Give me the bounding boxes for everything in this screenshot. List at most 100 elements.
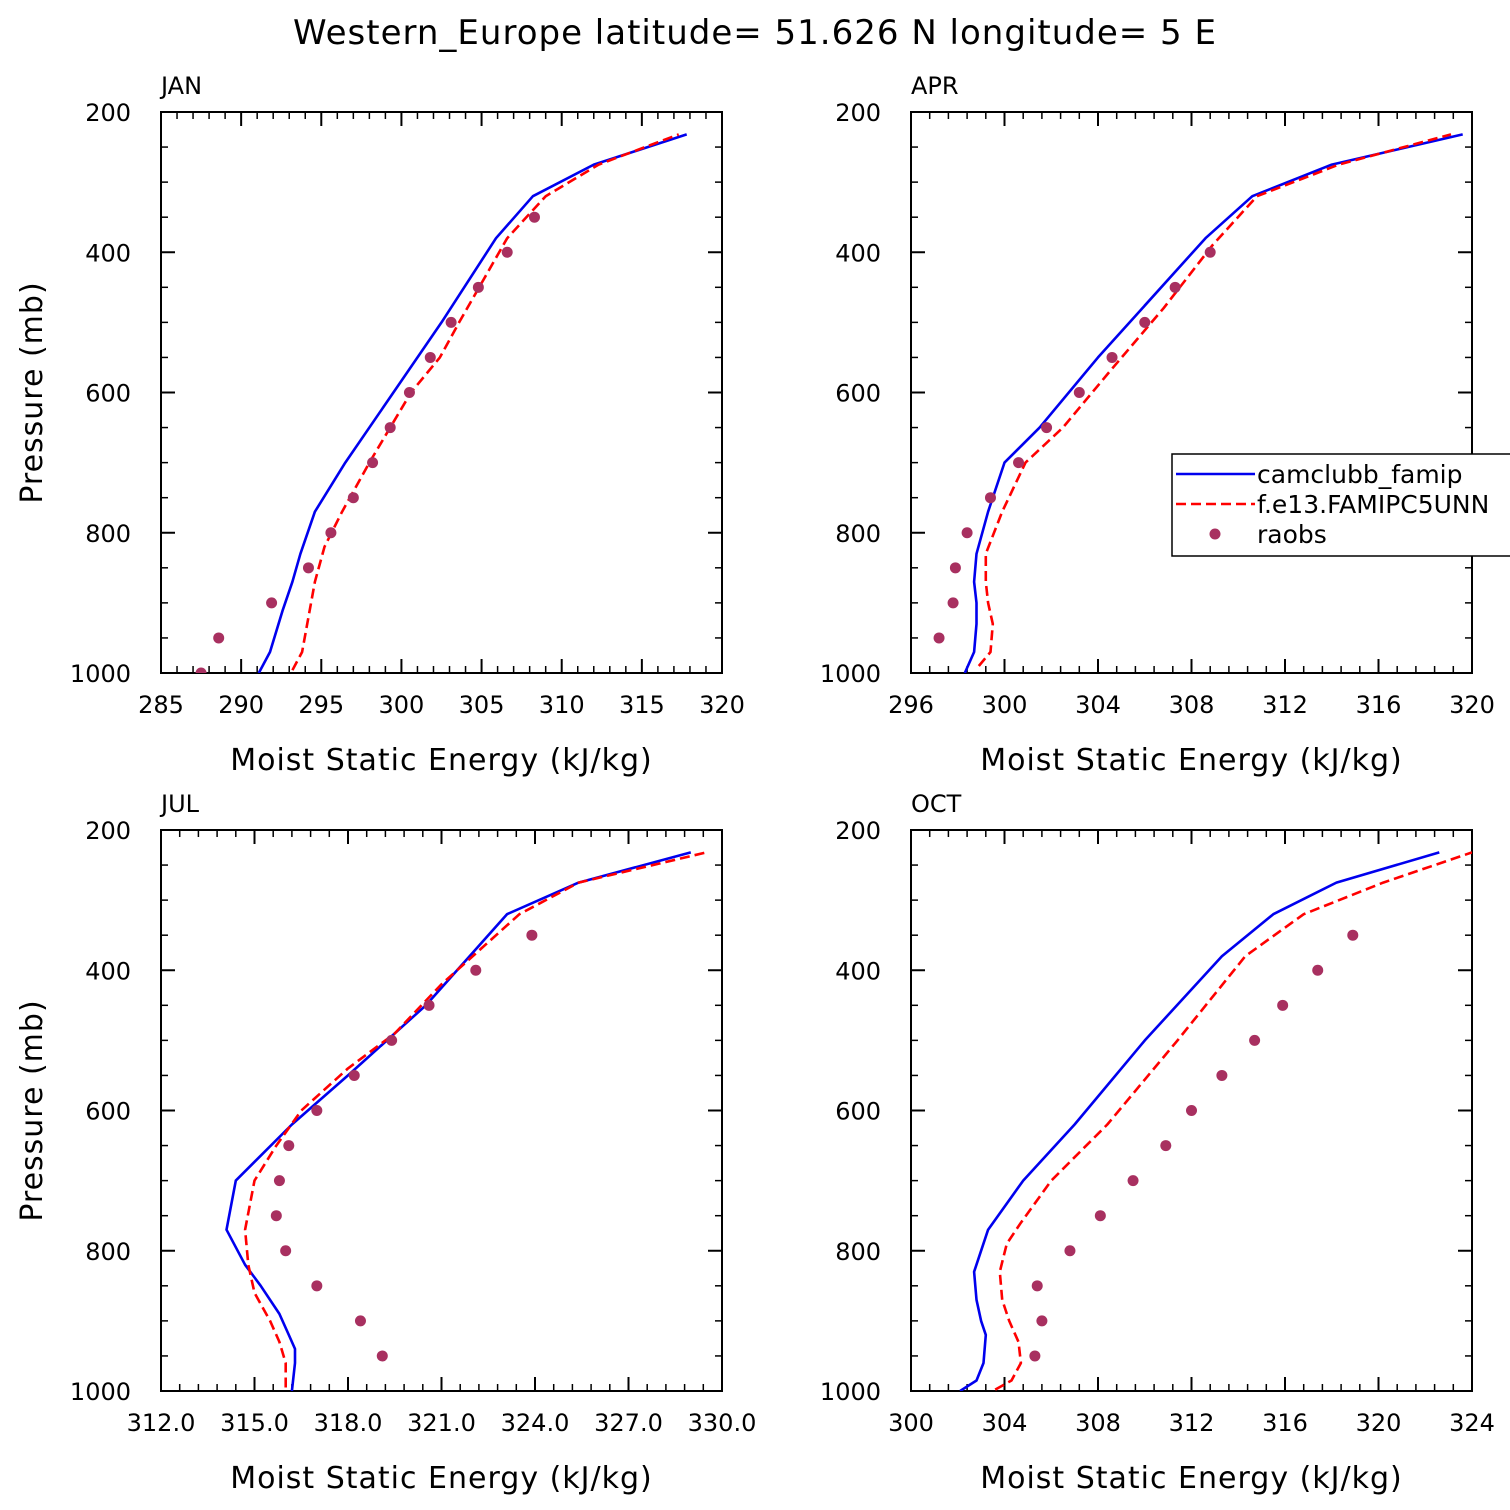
- raobs-point: [1073, 387, 1085, 398]
- x-tick-label: 300: [379, 691, 425, 719]
- y-tick-label: 800: [85, 520, 131, 548]
- raobs-point: [270, 1210, 282, 1222]
- x-tick-label: 321.0: [407, 1409, 476, 1437]
- raobs-point: [213, 632, 225, 644]
- y-axis-label: Pressure (mb): [15, 999, 50, 1221]
- raobs-point: [1347, 929, 1359, 941]
- x-axis-label: Moist Static Energy (kJ/kg): [980, 1461, 1403, 1496]
- raobs-point: [472, 281, 484, 293]
- y-tick-label: 600: [835, 1098, 881, 1126]
- y-tick-label: 600: [85, 380, 131, 408]
- raobs-point: [984, 492, 996, 504]
- series-line-solid: [225, 851, 692, 1391]
- legend-marker: [1209, 528, 1221, 540]
- y-axis-label: Pressure (mb): [15, 281, 50, 503]
- raobs-point: [1186, 1105, 1197, 1116]
- raobs-point: [1029, 1350, 1041, 1362]
- x-tick-label: 324: [1449, 1409, 1495, 1437]
- x-tick-label: 300: [888, 1409, 934, 1437]
- raobs-point: [311, 1105, 323, 1116]
- y-tick-label: 1000: [820, 1378, 881, 1406]
- x-tick-label: 312.0: [127, 1409, 196, 1437]
- x-tick-label: 312: [1169, 1409, 1215, 1437]
- raobs-point: [367, 457, 379, 469]
- raobs-point: [445, 316, 457, 328]
- y-tick-label: 600: [85, 1098, 131, 1126]
- panel-title: JAN: [159, 72, 202, 100]
- x-tick-label: 320: [1356, 1409, 1402, 1437]
- raobs-point: [273, 1175, 285, 1187]
- panels: 285 290 295 300 305 310 315 320 200 400 600 800 1000…: [15, 72, 1510, 1496]
- raobs-point: [1127, 1175, 1139, 1187]
- raobs-point: [423, 999, 435, 1011]
- y-tick-label: 1000: [820, 660, 881, 688]
- main-title: Western_Europe latitude= 51.626 N longit…: [293, 13, 1217, 53]
- panel-title: JUL: [159, 790, 200, 818]
- data-layer: [959, 851, 1472, 1391]
- raobs-point: [1249, 1034, 1261, 1046]
- y-tick-label: 800: [85, 1238, 131, 1266]
- x-tick-label: 290: [218, 691, 264, 719]
- series-line-dashed: [977, 133, 1452, 667]
- raobs-point: [266, 597, 278, 609]
- x-tick-label: 316: [1356, 691, 1402, 719]
- x-tick-label: 308: [1075, 1409, 1121, 1437]
- raobs-point: [376, 1350, 388, 1362]
- panel-title: OCT: [911, 790, 962, 818]
- series-line-solid: [963, 133, 1463, 673]
- raobs-point: [311, 1280, 323, 1292]
- legend-label: raobs: [1257, 520, 1327, 549]
- x-tick-label: 312: [1262, 691, 1308, 719]
- y-tick-label: 600: [835, 380, 881, 408]
- raobs-point: [1277, 999, 1289, 1011]
- x-tick-label: 315.0: [220, 1409, 289, 1437]
- panel-jan: 285 290 295 300 305 310 315 320 200 400 600 800 1000…: [15, 72, 745, 778]
- y-tick-label: 400: [85, 957, 131, 985]
- y-tick-label: 400: [85, 239, 131, 267]
- raobs-point: [1169, 281, 1181, 293]
- raobs-point: [1013, 457, 1025, 469]
- x-tick-label: 327.0: [594, 1409, 663, 1437]
- x-axis-label: Moist Static Energy (kJ/kg): [230, 743, 653, 778]
- panel-apr: 296 300 304 308 312 316 320 200 400 600 800 1000 APR…: [820, 72, 1510, 778]
- x-tick-label: 318.0: [314, 1409, 383, 1437]
- x-tick-label: 296: [888, 691, 934, 719]
- panel-title: APR: [911, 72, 959, 100]
- raobs-point: [403, 387, 415, 398]
- y-tick-label: 1000: [70, 1378, 131, 1406]
- x-tick-label: 300: [982, 691, 1028, 719]
- x-tick-label: 285: [138, 691, 184, 719]
- x-tick-label: 304: [982, 1409, 1028, 1437]
- data-layer: [933, 133, 1463, 673]
- y-tick-label: 800: [835, 1238, 881, 1266]
- x-tick-label: 324.0: [501, 1409, 570, 1437]
- raobs-point: [1312, 964, 1324, 976]
- panel-oct: 300 304 308 312 316 320 324 200 400 600 800 1000 OCT…: [820, 790, 1495, 1496]
- raobs-point: [325, 527, 337, 539]
- y-tick-label: 400: [835, 957, 881, 985]
- raobs-point: [1064, 1245, 1076, 1257]
- raobs-point: [947, 597, 959, 609]
- raobs-point: [526, 929, 538, 941]
- x-tick-label: 295: [298, 691, 344, 719]
- raobs-point: [348, 1069, 360, 1081]
- raobs-point: [384, 422, 396, 434]
- data-layer: [195, 133, 688, 673]
- y-tick-label: 200: [835, 817, 881, 845]
- raobs-point: [1216, 1069, 1228, 1081]
- raobs-point: [933, 632, 945, 644]
- x-axis-label: Moist Static Energy (kJ/kg): [980, 743, 1403, 778]
- raobs-point: [501, 246, 513, 258]
- x-tick-label: 320: [699, 691, 745, 719]
- y-tick-label: 200: [85, 817, 131, 845]
- plot-frame: [910, 111, 1473, 674]
- x-tick-label: 310: [539, 691, 585, 719]
- series-line-dashed: [291, 133, 680, 671]
- raobs-point: [1031, 1280, 1043, 1292]
- y-tick-label: 200: [835, 99, 881, 127]
- series-line-solid: [959, 851, 1440, 1391]
- plot-frame: [160, 829, 723, 1392]
- raobs-point: [1204, 246, 1216, 258]
